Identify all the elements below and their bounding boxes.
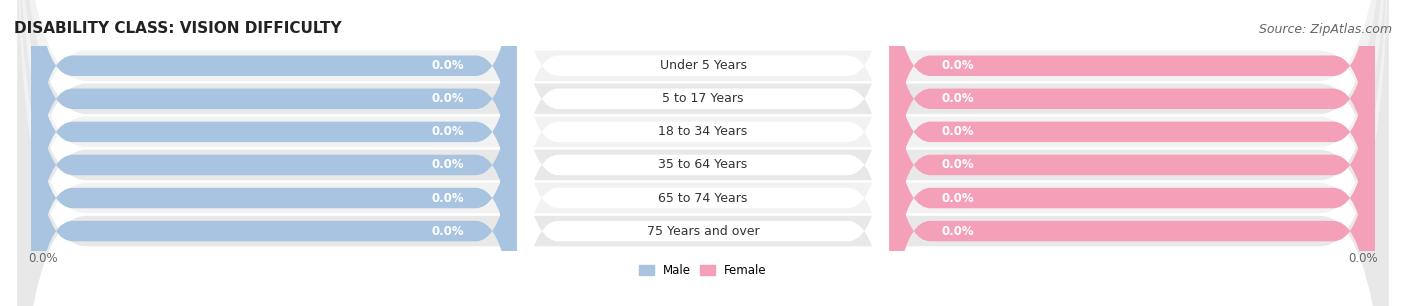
FancyBboxPatch shape [17, 0, 1389, 306]
FancyBboxPatch shape [31, 0, 517, 254]
Text: 0.0%: 0.0% [1348, 252, 1378, 265]
FancyBboxPatch shape [17, 0, 1389, 306]
FancyBboxPatch shape [31, 0, 517, 306]
FancyBboxPatch shape [31, 0, 517, 287]
Text: 18 to 34 Years: 18 to 34 Years [658, 125, 748, 138]
Text: DISABILITY CLASS: VISION DIFFICULTY: DISABILITY CLASS: VISION DIFFICULTY [14, 21, 342, 35]
FancyBboxPatch shape [889, 0, 1375, 287]
Text: 0.0%: 0.0% [28, 252, 58, 265]
Text: 0.0%: 0.0% [432, 92, 464, 105]
FancyBboxPatch shape [17, 0, 1389, 306]
FancyBboxPatch shape [31, 43, 517, 306]
Text: 0.0%: 0.0% [942, 125, 974, 138]
FancyBboxPatch shape [31, 0, 517, 306]
Legend: Male, Female: Male, Female [634, 259, 772, 282]
Text: 0.0%: 0.0% [942, 192, 974, 204]
Text: 0.0%: 0.0% [942, 225, 974, 237]
FancyBboxPatch shape [517, 0, 889, 306]
Text: Source: ZipAtlas.com: Source: ZipAtlas.com [1258, 23, 1392, 35]
Text: 0.0%: 0.0% [942, 92, 974, 105]
FancyBboxPatch shape [17, 0, 1389, 306]
Text: 0.0%: 0.0% [942, 159, 974, 171]
FancyBboxPatch shape [17, 0, 1389, 306]
Text: 0.0%: 0.0% [942, 59, 974, 72]
FancyBboxPatch shape [889, 0, 1375, 306]
Text: Under 5 Years: Under 5 Years [659, 59, 747, 72]
FancyBboxPatch shape [517, 0, 889, 254]
Text: 5 to 17 Years: 5 to 17 Years [662, 92, 744, 105]
Text: 0.0%: 0.0% [432, 225, 464, 237]
FancyBboxPatch shape [517, 0, 889, 287]
Text: 0.0%: 0.0% [432, 192, 464, 204]
FancyBboxPatch shape [889, 43, 1375, 306]
Text: 35 to 64 Years: 35 to 64 Years [658, 159, 748, 171]
FancyBboxPatch shape [17, 0, 1389, 306]
Text: 0.0%: 0.0% [432, 59, 464, 72]
FancyBboxPatch shape [517, 10, 889, 306]
FancyBboxPatch shape [31, 10, 517, 306]
Text: 75 Years and over: 75 Years and over [647, 225, 759, 237]
FancyBboxPatch shape [889, 0, 1375, 254]
FancyBboxPatch shape [889, 10, 1375, 306]
FancyBboxPatch shape [517, 43, 889, 306]
Text: 0.0%: 0.0% [432, 159, 464, 171]
Text: 65 to 74 Years: 65 to 74 Years [658, 192, 748, 204]
FancyBboxPatch shape [889, 0, 1375, 306]
FancyBboxPatch shape [517, 0, 889, 306]
Text: 0.0%: 0.0% [432, 125, 464, 138]
